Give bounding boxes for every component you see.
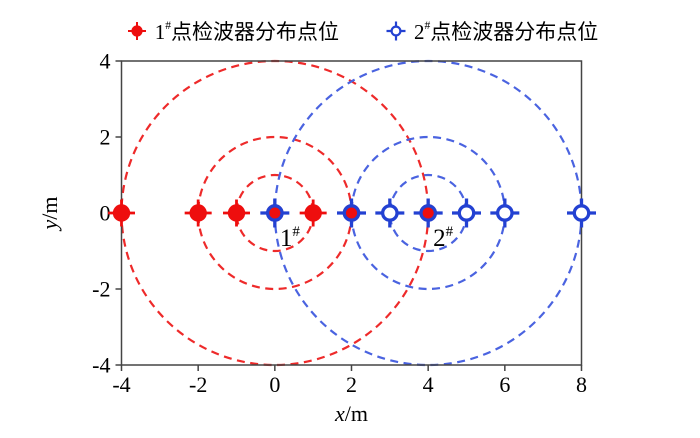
open-crosshair-icon (386, 21, 406, 41)
x-tick-label: 6 (499, 372, 510, 397)
y-tick-label: 2 (100, 125, 111, 150)
y-tick-label: 0 (100, 201, 111, 226)
y-tick-label: -2 (92, 277, 110, 302)
x-tick-label: -2 (189, 372, 207, 397)
geophone-marker-2 (572, 204, 591, 222)
y-tick-label: 4 (100, 49, 111, 74)
x-tick-label: 4 (423, 372, 434, 397)
x-axis-label: x/m (334, 401, 368, 426)
chart-legend: 1#点检波器分布点位 2#点检波器分布点位 (12, 16, 700, 46)
filled-crosshair-icon (127, 22, 146, 40)
geophone-marker-2 (419, 204, 438, 222)
geophone-marker-1 (112, 204, 131, 222)
legend-item-2: 2#点检波器分布点位 (385, 16, 598, 46)
x-tick-label: 0 (269, 372, 280, 397)
legend-item-1: 1#点检波器分布点位 (126, 16, 339, 46)
x-tick-label: 8 (576, 372, 587, 397)
x-tick-label: 2 (346, 372, 357, 397)
legend-label-2: 2#点检波器分布点位 (414, 20, 599, 44)
geophone-marker-2 (380, 204, 399, 222)
geophone-marker-2 (265, 204, 284, 222)
source-annotation-1: 1# (280, 224, 301, 252)
geophone-marker-1 (189, 204, 207, 222)
legend-label-1: 1#点检波器分布点位 (154, 20, 339, 44)
geophone-marker-1 (304, 204, 322, 222)
geophone-marker-2 (342, 204, 361, 222)
geophone-marker-2 (457, 204, 476, 222)
y-axis-label: y/m (37, 197, 62, 232)
geophone-marker-1 (227, 204, 246, 222)
y-tick-label: -4 (92, 353, 110, 378)
x-tick-label: -4 (112, 372, 130, 397)
geophone-marker-2 (495, 204, 514, 222)
source-annotation-2: 2# (433, 224, 454, 252)
